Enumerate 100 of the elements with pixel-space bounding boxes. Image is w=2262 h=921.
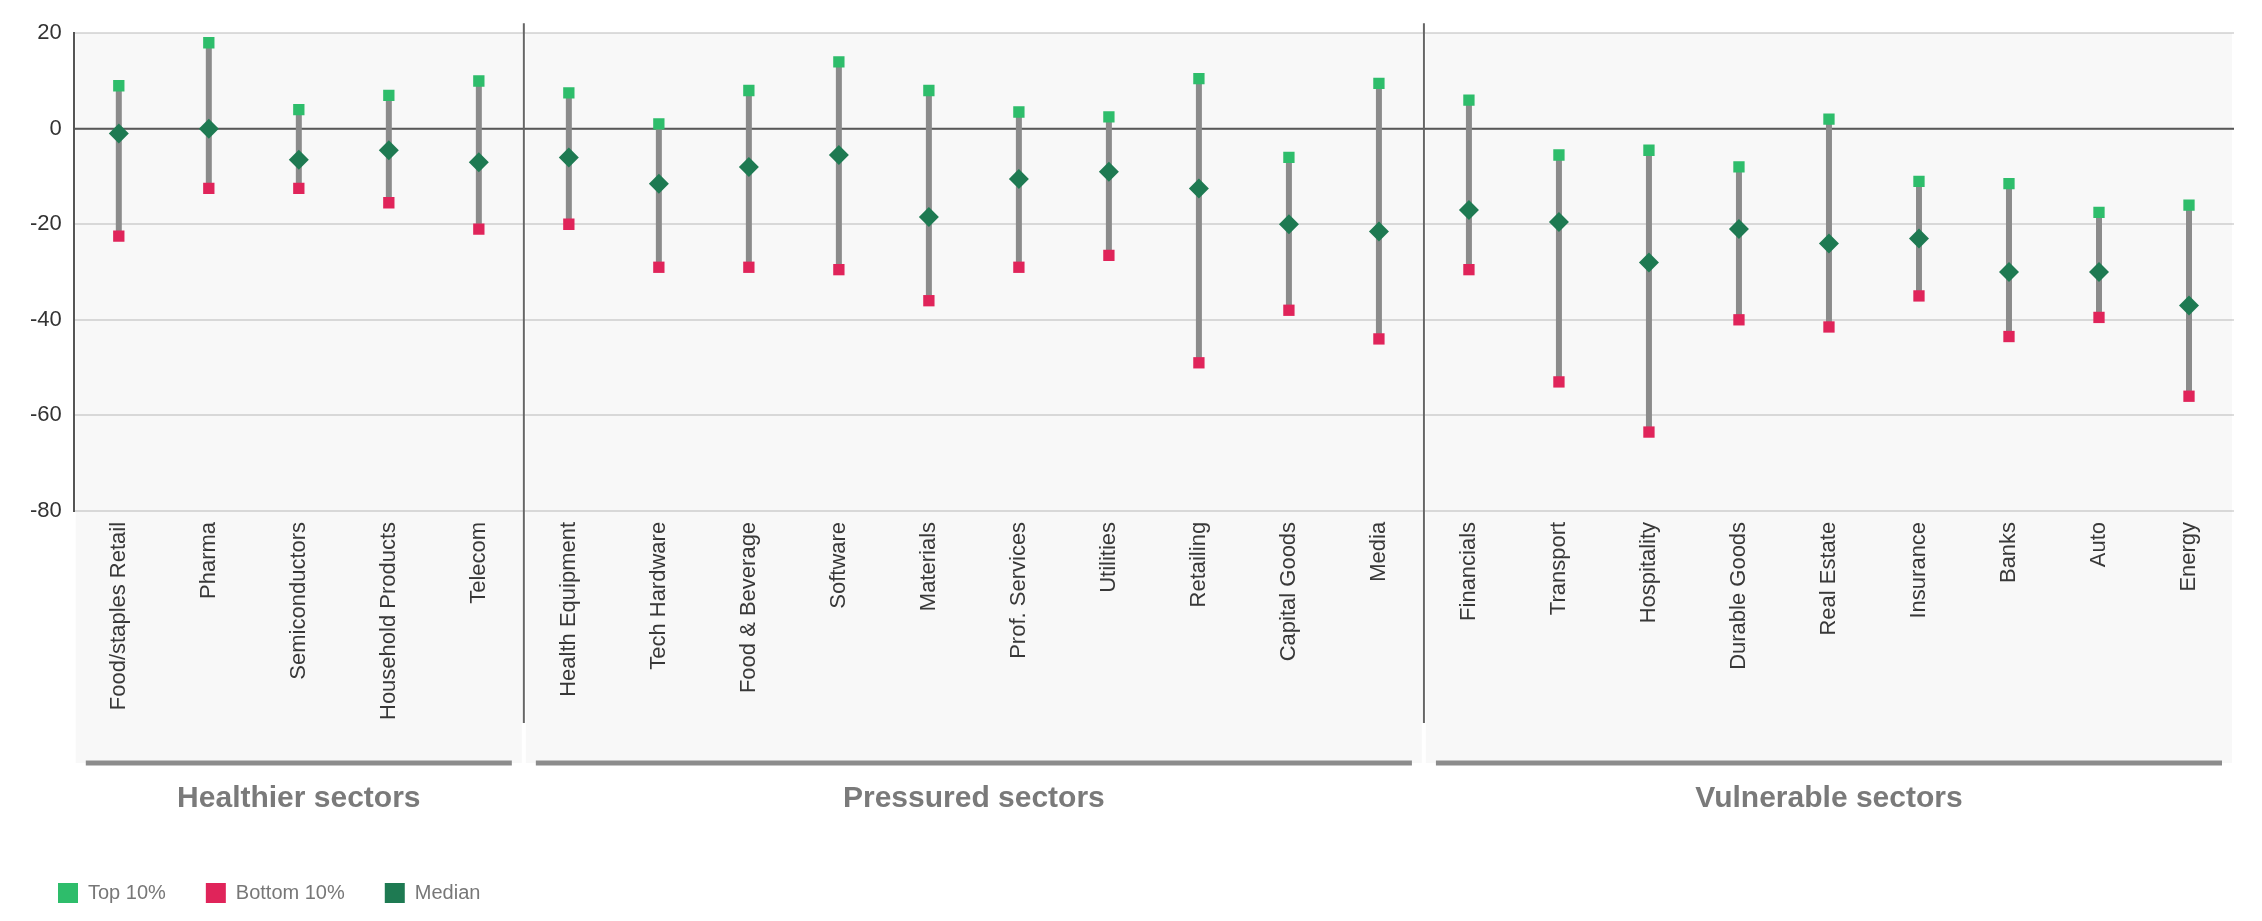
y-tick-label: 20 xyxy=(37,19,62,45)
point xyxy=(653,118,665,130)
point xyxy=(1373,77,1385,90)
point xyxy=(1643,426,1655,438)
x-tick-label: Telecom xyxy=(464,521,490,604)
x-tick-label: Household Products xyxy=(374,521,400,721)
point xyxy=(558,147,579,168)
point xyxy=(2183,390,2195,402)
point xyxy=(1998,262,2019,283)
point xyxy=(1913,175,1925,187)
point xyxy=(923,295,935,307)
legend-label: Median xyxy=(414,880,481,903)
point xyxy=(113,230,125,242)
point xyxy=(1638,252,1659,273)
point xyxy=(833,264,845,276)
point xyxy=(383,89,395,101)
point xyxy=(198,118,219,139)
point xyxy=(2093,311,2105,324)
point xyxy=(1193,72,1205,85)
point xyxy=(1823,321,1835,333)
x-tick-label: Durable Goods xyxy=(1725,521,1751,670)
x-tick-label: Food/staples Retail xyxy=(104,521,130,711)
point xyxy=(563,87,575,99)
legend-label: Bottom 10% xyxy=(235,880,345,903)
point xyxy=(563,218,575,230)
point xyxy=(1733,161,1745,173)
point xyxy=(2088,262,2109,283)
point xyxy=(383,197,395,209)
point xyxy=(1368,221,1389,242)
point xyxy=(1283,151,1295,164)
point xyxy=(473,223,485,235)
point xyxy=(1013,261,1025,273)
x-tick-label: Tech Hardware xyxy=(644,521,670,670)
y-tick-label: -80 xyxy=(30,496,62,522)
point xyxy=(108,123,129,144)
point xyxy=(918,207,939,228)
point xyxy=(833,56,845,68)
point xyxy=(203,182,215,195)
point xyxy=(1643,144,1655,156)
y-tick-label: -40 xyxy=(30,305,62,331)
point xyxy=(923,84,935,97)
band-label: Healthier sectors xyxy=(177,780,421,814)
x-tick-label: Auto xyxy=(2085,521,2111,568)
y-tick-label: 0 xyxy=(49,114,62,140)
point xyxy=(1008,168,1029,189)
point xyxy=(2183,199,2195,211)
point xyxy=(473,75,485,87)
point xyxy=(1818,233,1839,254)
point xyxy=(1908,228,1929,249)
point xyxy=(1913,290,1925,302)
band-label: Pressured sectors xyxy=(842,780,1105,814)
x-tick-label: Hospitality xyxy=(1635,521,1661,624)
point xyxy=(1098,161,1119,182)
point xyxy=(293,103,305,116)
point xyxy=(1188,178,1209,199)
point xyxy=(468,152,489,173)
point xyxy=(653,261,665,273)
point xyxy=(2093,206,2105,218)
point xyxy=(1548,211,1569,232)
point xyxy=(1733,314,1745,326)
point xyxy=(828,145,849,166)
point xyxy=(1013,106,1025,118)
x-tick-label: Financials xyxy=(1454,521,1480,621)
point xyxy=(1373,333,1385,345)
point xyxy=(378,140,399,161)
x-tick-label: Health Equipment xyxy=(554,521,580,697)
point xyxy=(1553,376,1565,388)
y-tick-label: -60 xyxy=(30,401,62,427)
point xyxy=(1823,113,1835,125)
x-tick-label: Software xyxy=(824,521,850,609)
point xyxy=(1278,214,1299,235)
point xyxy=(2003,330,2015,343)
point xyxy=(293,182,305,195)
x-tick-label: Real Estate xyxy=(1815,521,1841,636)
point xyxy=(2003,178,2015,190)
band-label: Vulnerable sectors xyxy=(1695,780,1963,814)
x-tick-label: Prof. Services xyxy=(1004,521,1030,659)
point xyxy=(1728,219,1749,240)
x-tick-label: Pharma xyxy=(194,521,220,599)
point xyxy=(1463,264,1475,276)
point xyxy=(743,84,755,97)
point xyxy=(648,173,669,194)
x-tick-label: Media xyxy=(1364,521,1390,582)
legend-label: Top 10% xyxy=(88,880,167,903)
x-tick-label: Utilities xyxy=(1094,521,1120,593)
y-tick-label: -20 xyxy=(30,210,62,236)
x-tick-label: Retailing xyxy=(1184,521,1210,608)
point xyxy=(1463,94,1475,106)
point xyxy=(743,261,755,273)
point xyxy=(203,37,215,49)
point xyxy=(1103,249,1115,261)
x-tick-label: Insurance xyxy=(1905,521,1931,619)
x-tick-label: Capital Goods xyxy=(1274,521,1300,662)
point xyxy=(1193,357,1205,369)
point xyxy=(288,149,309,170)
point xyxy=(113,80,125,92)
x-tick-label: Materials xyxy=(914,521,940,612)
point xyxy=(1283,304,1295,316)
point xyxy=(1458,199,1479,220)
x-tick-label: Transport xyxy=(1545,521,1570,616)
